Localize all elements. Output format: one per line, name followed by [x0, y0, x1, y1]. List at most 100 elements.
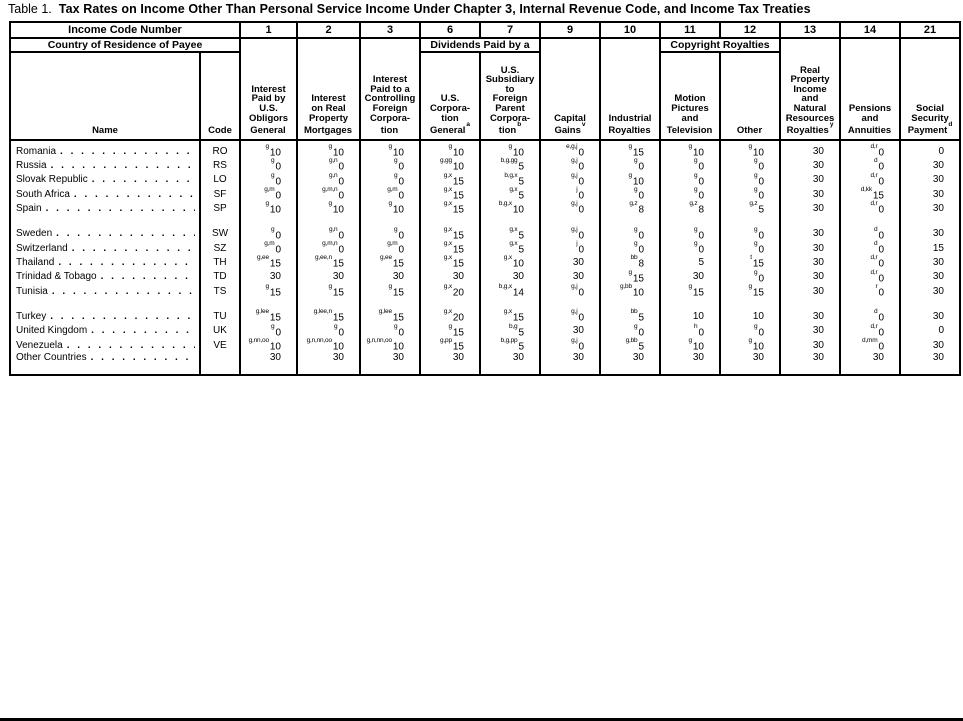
- rate-cell: g,n0: [296, 157, 361, 173]
- rate-cell: g15: [599, 269, 661, 284]
- rate-cell: 15: [899, 240, 961, 256]
- rate-cell: bb8: [599, 254, 661, 270]
- rate-cell: g,lee,n15: [296, 308, 361, 324]
- rate-cell: bb5: [599, 308, 661, 324]
- spacer-cell: [419, 215, 481, 227]
- rate-cell: d,kk15: [839, 186, 901, 202]
- country-name: Romania: [16, 146, 199, 157]
- rate-cell: 30: [779, 144, 841, 159]
- spacer-cell: [296, 363, 361, 376]
- table-row: Slovak RepublicLOg0g,n0g0g,x15b,g,x5g,j0…: [9, 171, 961, 187]
- footnote-marker: g,n,nn,oo: [306, 336, 333, 344]
- dividends-group-label: Dividends Paid by a: [419, 38, 541, 53]
- rate-cell: 30: [779, 201, 841, 216]
- footnote-marker: g: [265, 200, 269, 208]
- table-header: Income Code Number 1 2 3 6 7 9 10 11 12 …: [9, 22, 961, 141]
- rate-cell: g0: [659, 172, 721, 187]
- rate-cell: g15: [659, 283, 721, 299]
- footnote-marker: g: [694, 157, 698, 165]
- col-header-text: Interest Paid to a Controlling Foreign C…: [364, 74, 416, 137]
- rate-cell: g,pp15: [419, 337, 481, 353]
- col-header-text: Industrial Royalties: [608, 112, 652, 137]
- rate-cell: b,g5: [479, 323, 541, 338]
- country-name-text: South Africa: [16, 188, 70, 200]
- footnote-marker: g: [388, 282, 392, 290]
- rate-cell: 30: [899, 269, 961, 284]
- rate-cell: g15: [359, 282, 421, 299]
- spacer-cell: [839, 215, 901, 227]
- footnote-marker: g: [271, 322, 275, 330]
- col-header-text: Pensions and Annuities: [847, 103, 892, 137]
- spacer-cell: [9, 363, 201, 376]
- rate-cell: g10: [239, 143, 298, 159]
- country-name: Turkey: [16, 311, 199, 322]
- country-code-cell: SP: [199, 201, 241, 216]
- rate-cell: g,j0: [539, 308, 601, 324]
- footnote-marker: g,j: [571, 157, 578, 165]
- rate-cell: 30: [539, 352, 601, 364]
- country-name-cell: South Africa: [9, 186, 201, 202]
- footnote-marker: g: [694, 239, 698, 247]
- rate-cell: 30: [599, 352, 661, 364]
- table-row: TunisiaTSg15g15g15g,x20b,g,x14g,j0g,bb10…: [9, 282, 961, 299]
- rate-cell: h0: [659, 322, 721, 338]
- rate-cell: g10: [659, 143, 721, 159]
- rate-cell: d,r0: [839, 254, 901, 270]
- spacer-cell: [779, 363, 841, 376]
- spacer-cell: [199, 215, 241, 227]
- rate-cell: g0: [239, 226, 298, 241]
- rate-cell: g0: [296, 322, 361, 338]
- rate-cell: g,x5: [479, 186, 541, 202]
- rate-cell: d,r0: [839, 269, 901, 284]
- dot-leader: [60, 146, 195, 157]
- rate-cell: g10: [479, 143, 541, 159]
- country-name-text: Thailand: [16, 256, 55, 268]
- rate-cell: 30: [899, 337, 961, 353]
- spacer-cell: [239, 140, 298, 144]
- rate-cell: g10: [599, 172, 661, 187]
- footnote-marker: g,j: [571, 171, 578, 179]
- footnote-marker: y: [829, 121, 834, 129]
- spacer-row: [9, 215, 961, 227]
- rate-cell: g,ee15: [239, 254, 298, 270]
- rate-cell: 30: [899, 186, 961, 202]
- rate-cell: 30: [779, 337, 841, 353]
- rate-cell: g0: [239, 172, 298, 187]
- footnote-marker: h: [694, 322, 698, 330]
- rate-cell: g,j0: [539, 337, 601, 353]
- spacer-cell: [419, 363, 481, 376]
- footnote-marker: g: [754, 185, 758, 193]
- rate-cell: 30: [239, 269, 298, 284]
- rate-cell: g,m0: [359, 186, 421, 202]
- spacer-cell: [719, 363, 781, 376]
- footnote-marker: g: [628, 143, 632, 150]
- footnote-marker: g: [688, 336, 692, 344]
- column-number-11: 11: [659, 22, 721, 39]
- rate-cell: g10: [719, 143, 781, 159]
- col-header-motion-pictures-television: Motion Pictures and Television: [659, 52, 721, 141]
- rate-cell: g,m,n0: [296, 239, 361, 256]
- rate-cell: 0: [899, 323, 961, 338]
- footnote-marker: j: [576, 239, 578, 247]
- rate-cell: g0: [359, 226, 421, 241]
- table-row: RussiaRSg0g,n0g0g,gg10b,g,gg5g,j0g0g0g03…: [9, 157, 961, 173]
- rate-cell: b,g,x5: [479, 171, 541, 187]
- rate-cell: 30: [779, 309, 841, 324]
- footnote-marker: g,m,n: [322, 239, 338, 247]
- footnote-marker: g,gg: [440, 157, 452, 165]
- footnote-marker: g: [334, 322, 338, 330]
- table-row: TurkeyTUg,lee15g,lee,n15g,lee15g,x20g,x1…: [9, 308, 961, 324]
- column-number-14: 14: [839, 22, 901, 39]
- rate-cell: g,n0: [296, 226, 361, 241]
- footnote-marker: b,g,x: [504, 171, 518, 179]
- spacer-cell: [239, 215, 298, 227]
- col-header-pensions-annuities: Pensions and Annuities: [839, 38, 901, 141]
- rate-cell: 10: [719, 309, 781, 324]
- country-of-residence-label: Country of Residence of Payee: [9, 38, 241, 53]
- footnote-marker: g,j: [571, 282, 578, 290]
- column-number-12: 12: [719, 22, 781, 39]
- page-title: Table 1. Tax Rates on Income Other Than P…: [8, 2, 811, 16]
- footnote-marker: g: [634, 239, 638, 247]
- rate-cell: g,n0: [296, 172, 361, 187]
- country-name-text: Trinidad & Tobago: [16, 271, 97, 283]
